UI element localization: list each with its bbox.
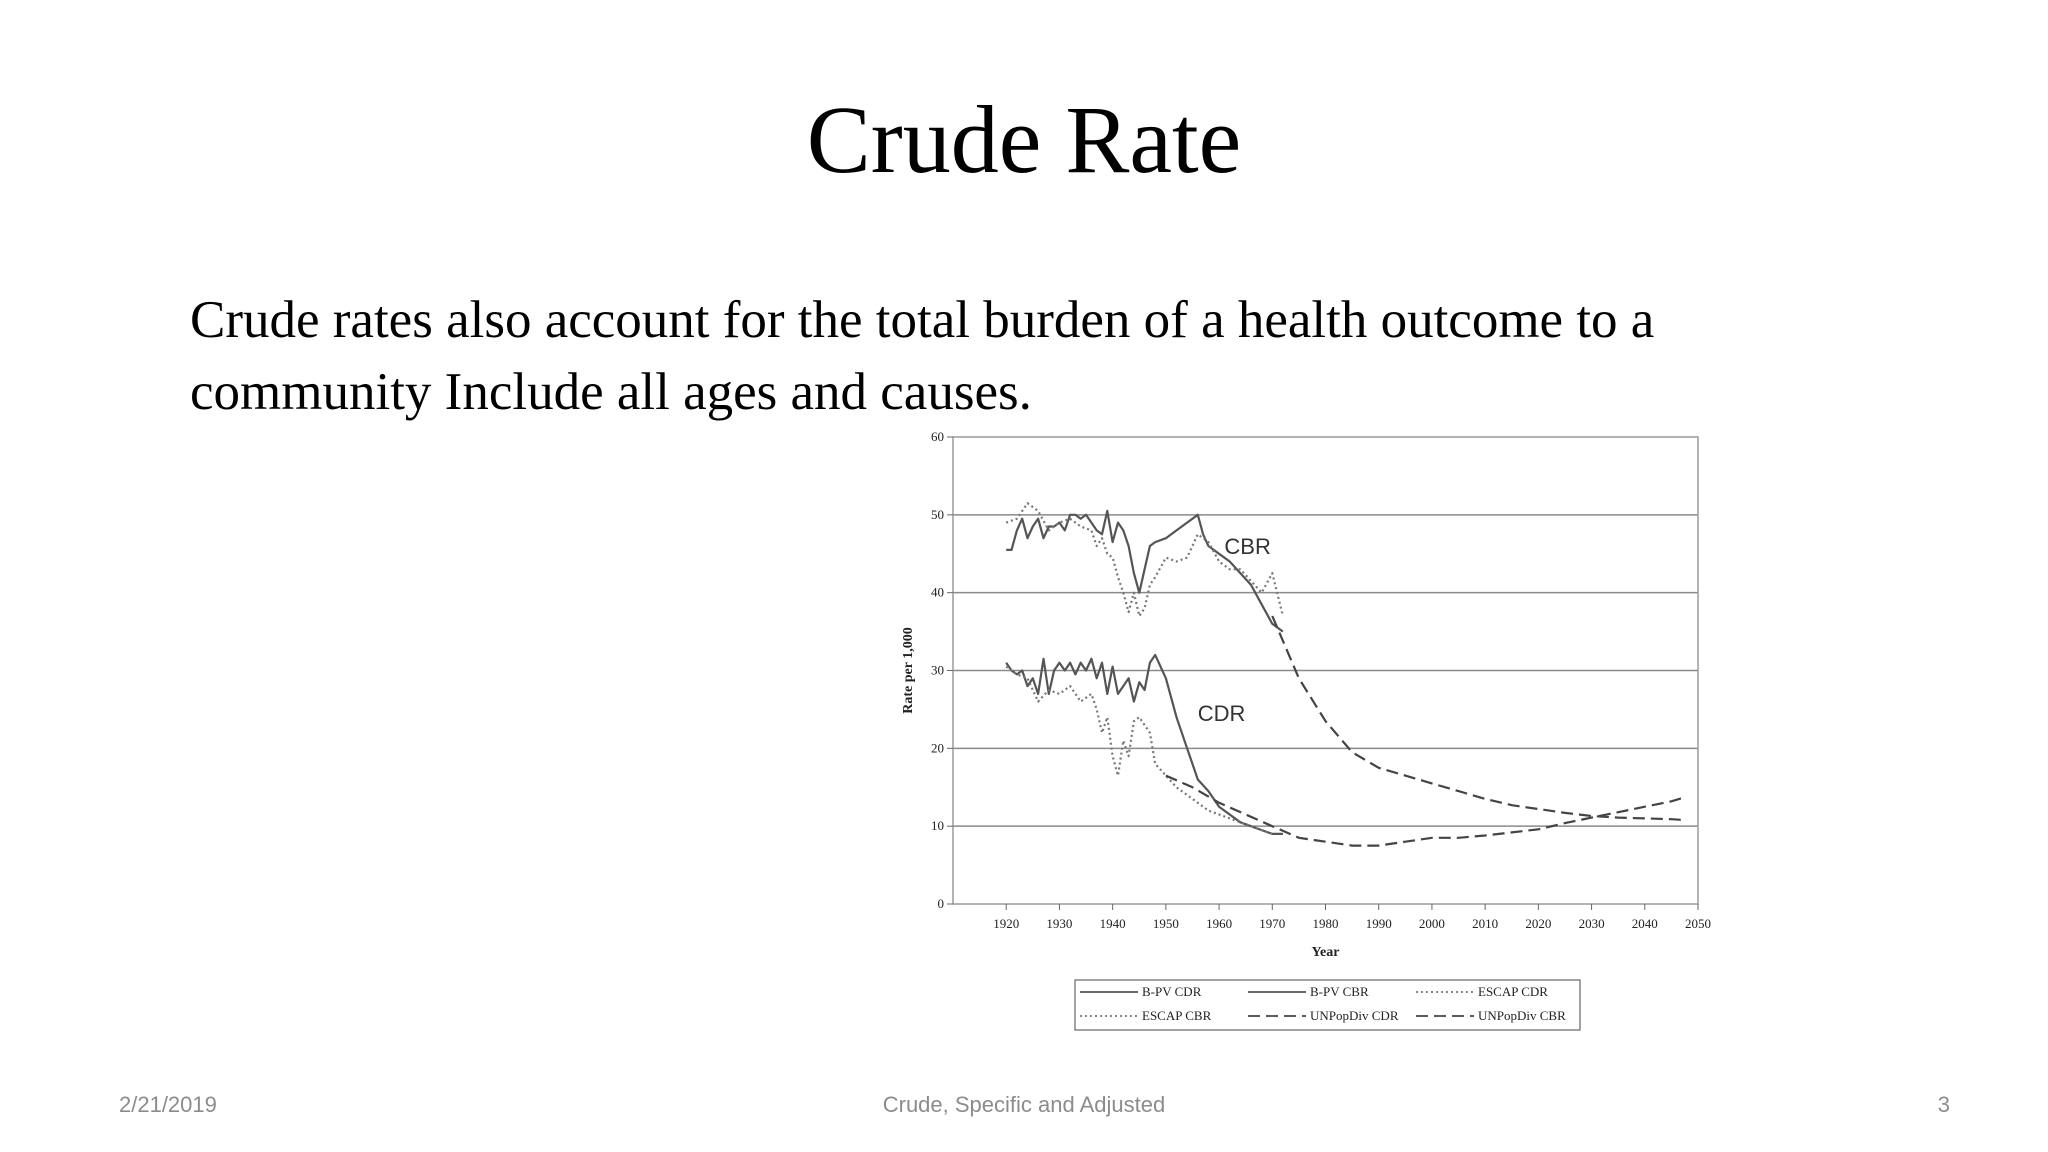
page-number: 3 [1937, 1092, 1950, 1117]
y-tick-label: 0 [938, 896, 945, 911]
x-tick-label: 2010 [1472, 916, 1498, 931]
x-tick-label: 1940 [1100, 916, 1126, 931]
y-tick-label: 40 [931, 585, 944, 600]
x-tick-label: 1920 [993, 916, 1019, 931]
slide-body-text: Crude rates also account for the total b… [190, 291, 1655, 421]
x-tick-label: 2000 [1419, 916, 1445, 931]
slide-title: Crude Rate [806, 86, 1242, 193]
series-unpopdiv-cdr [1165, 774, 1683, 847]
footer-date: 2/21/2019 [119, 1092, 217, 1117]
y-axis-title: Rate per 1,000 [901, 627, 916, 713]
x-tick-label: 2030 [1579, 916, 1605, 931]
y-tick-label: 10 [931, 818, 944, 833]
legend: B-PV CDR B-PV CBR ESCAP CDR ESCAP CBR UNPopD… [1074, 979, 1581, 1031]
footer-title: Crude, Specific and Adjusted [882, 1092, 1166, 1117]
y-tick-label: 60 [931, 429, 944, 444]
series-lines [1005, 502, 1683, 847]
annotation-cbr: CBR [1224, 534, 1270, 559]
x-tick-label: 1990 [1366, 916, 1392, 931]
legend-entry: B-PV CBR [1310, 984, 1369, 999]
legend-entry: ESCAP CDR [1478, 984, 1548, 999]
legend-entry: B-PV CDR [1142, 984, 1202, 999]
x-tick-label: 2020 [1525, 916, 1551, 931]
x-tick-label: 1980 [1313, 916, 1339, 931]
series-b-pv-cdr [1005, 653, 1283, 835]
x-tick-label: 1930 [1046, 916, 1072, 931]
y-tick-label: 50 [931, 507, 944, 522]
y-tick-label: 20 [931, 740, 944, 755]
legend-entry: ESCAP CBR [1142, 1008, 1212, 1023]
annotations: CBR CDR [1198, 534, 1271, 726]
x-tick-label: 1960 [1206, 916, 1232, 931]
annotation-cdr: CDR [1198, 701, 1246, 726]
x-tick-label: 2050 [1685, 916, 1711, 931]
x-axis-title: Year [1312, 945, 1340, 960]
x-tick-label: 2040 [1632, 916, 1658, 931]
series-b-pv-cbr [1006, 509, 1284, 633]
legend-box [1074, 979, 1581, 1031]
x-tick-label: 1970 [1259, 916, 1285, 931]
legend-entry: UNPopDiv CBR [1478, 1008, 1566, 1023]
x-tick-label: 1950 [1153, 916, 1179, 931]
series-escap-cbr [1005, 502, 1284, 618]
legend-entry: UNPopDiv CDR [1310, 1008, 1399, 1023]
series-unpopdiv-cbr [1271, 615, 1683, 821]
y-tick-label: 30 [931, 663, 944, 678]
